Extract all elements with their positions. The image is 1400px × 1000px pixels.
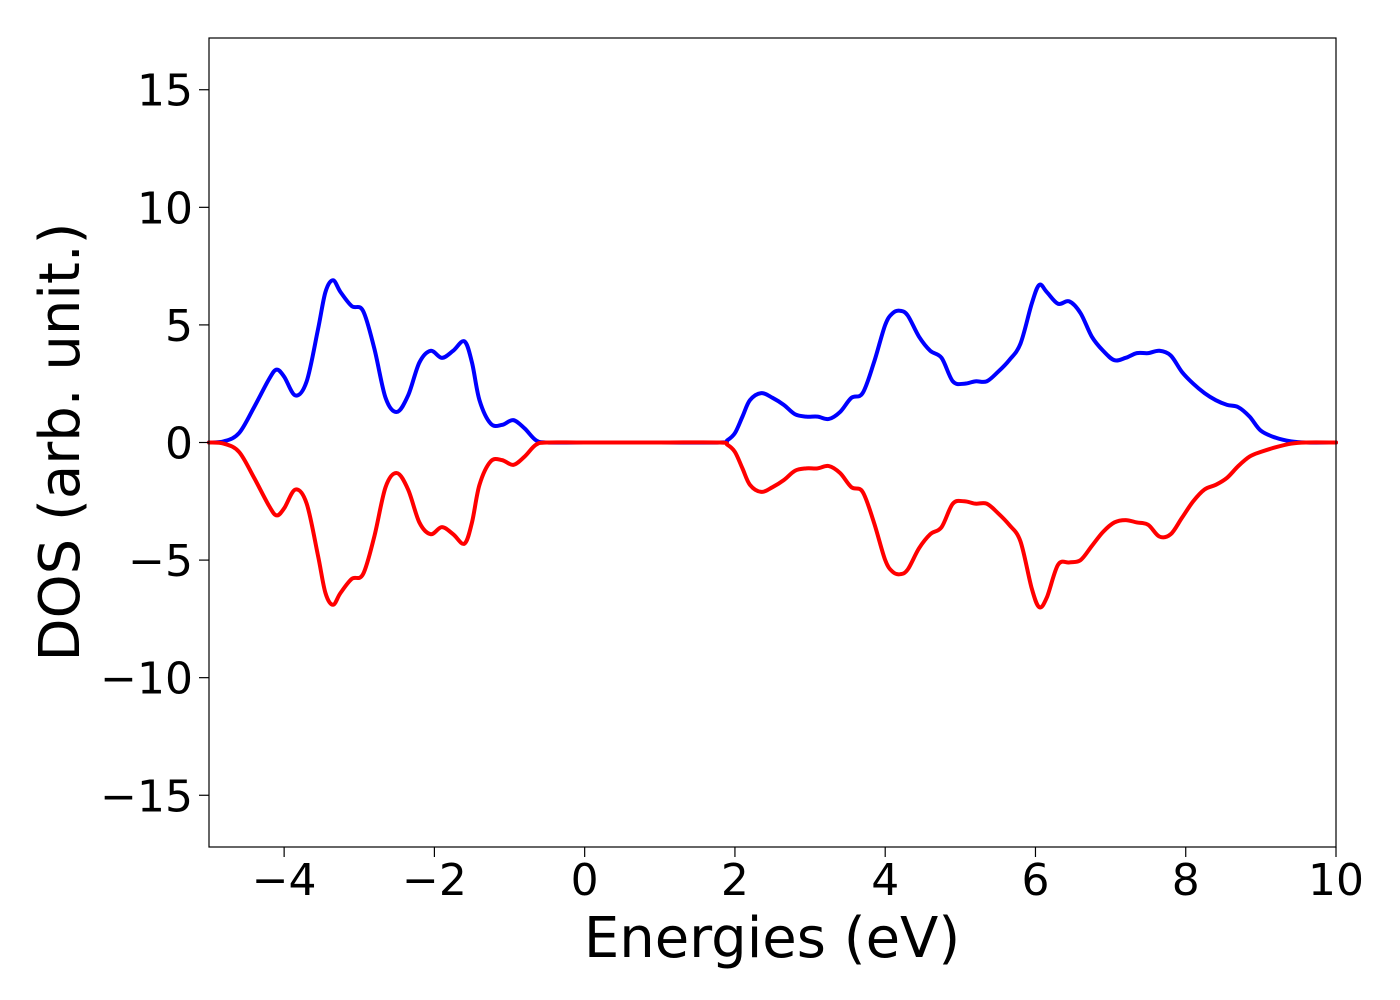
x-tick-label: 10 (1308, 855, 1364, 906)
dos-series-red (207, 440, 1338, 610)
y-tick-label: −10 (100, 654, 193, 705)
y-tick-label: −15 (100, 771, 193, 822)
y-tick-label: 15 (137, 66, 193, 117)
x-tick-label: −2 (402, 855, 467, 906)
x-axis-label: Energies (eV) (584, 906, 960, 971)
y-axis-label: DOS (arb. unit.) (28, 222, 93, 661)
series-layer (207, 278, 1338, 610)
dos-series-blue (207, 278, 1338, 445)
y-tick-label: 0 (165, 419, 193, 470)
x-axis-ticks: −4 −2 0 2 4 6 8 10 (252, 847, 1364, 906)
x-tick-label: 8 (1172, 855, 1200, 906)
x-tick-label: −4 (252, 855, 317, 906)
x-tick-label: 4 (871, 855, 899, 906)
y-tick-label: 5 (165, 301, 193, 352)
x-tick-label: 0 (571, 855, 599, 906)
y-axis-ticks: 15 10 5 0 −5 −10 −15 (100, 66, 209, 822)
x-tick-label: 2 (721, 855, 749, 906)
y-tick-label: 10 (137, 183, 193, 234)
x-tick-label: 6 (1021, 855, 1049, 906)
y-tick-label: −5 (128, 536, 193, 587)
plot-frame (208, 37, 1337, 848)
